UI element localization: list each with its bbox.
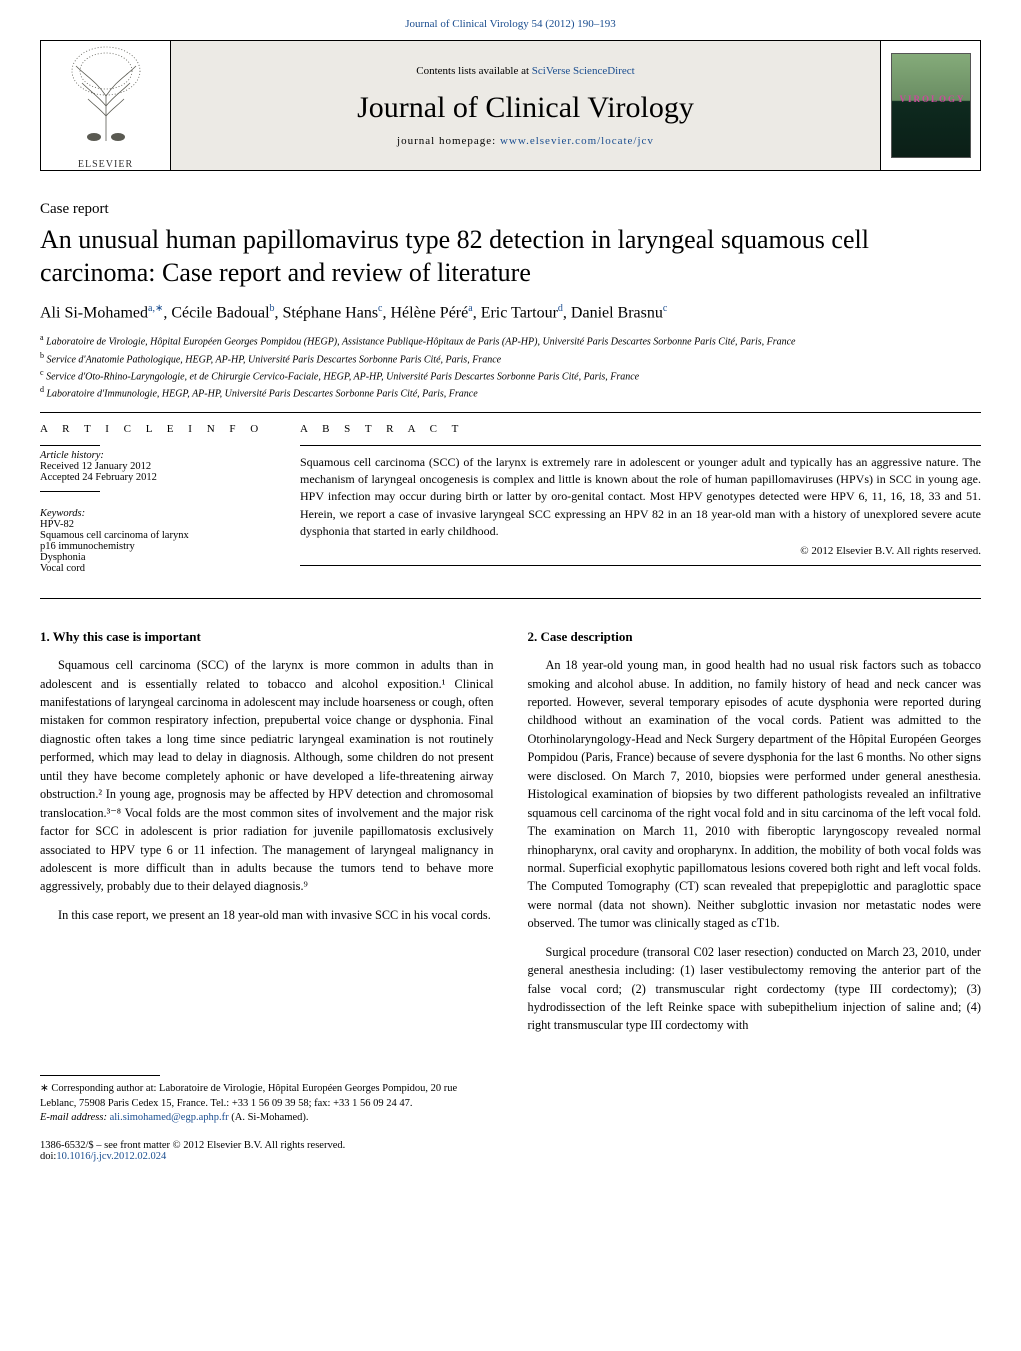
email-label: E-mail address:	[40, 1112, 110, 1123]
left-column: 1. Why this case is important Squamous c…	[40, 627, 494, 1045]
article-info-column: A R T I C L E I N F O Article history: R…	[40, 423, 270, 574]
sciencedirect-link[interactable]: SciVerse ScienceDirect	[532, 65, 635, 77]
citation-link[interactable]: Journal of Clinical Virology 54 (2012) 1…	[405, 18, 616, 30]
email-suffix: (A. Si-Mohamed).	[229, 1112, 309, 1123]
divider	[300, 445, 981, 446]
doi-line: doi:10.1016/j.jcv.2012.02.024	[40, 1151, 981, 1162]
publisher-logo-box: ELSEVIER	[41, 41, 171, 170]
publisher-label: ELSEVIER	[56, 159, 156, 170]
author-affil-sup: a	[468, 303, 472, 314]
footer: 1386-6532/$ – see front matter © 2012 El…	[40, 1140, 981, 1162]
affiliation: a Laboratoire de Virologie, Hôpital Euro…	[40, 332, 981, 349]
history-label: Article history:	[40, 450, 270, 461]
divider	[40, 598, 981, 599]
author-affil-sup: d	[558, 303, 563, 314]
author-affil-sup: a,∗	[148, 303, 163, 314]
section-2-para-1: An 18 year-old young man, in good health…	[528, 656, 982, 933]
email-link[interactable]: ali.simohamed@egp.aphp.fr	[110, 1112, 229, 1123]
abstract-copyright: © 2012 Elsevier B.V. All rights reserved…	[300, 545, 981, 557]
abstract-column: A B S T R A C T Squamous cell carcinoma …	[300, 423, 981, 574]
body-columns: 1. Why this case is important Squamous c…	[40, 627, 981, 1045]
section-1-para-1: Squamous cell carcinoma (SCC) of the lar…	[40, 656, 494, 896]
divider	[40, 412, 981, 413]
journal-name: Journal of Clinical Virology	[357, 91, 694, 125]
section-1-heading: 1. Why this case is important	[40, 627, 494, 647]
journal-cover-icon: VIROLOGY	[891, 53, 971, 158]
author-affil-sup: b	[270, 303, 275, 314]
divider	[300, 565, 981, 566]
doi-prefix: doi:	[40, 1151, 56, 1162]
article-type-label: Case report	[40, 201, 981, 218]
divider	[40, 491, 100, 492]
homepage-link[interactable]: www.elsevier.com/locate/jcv	[500, 135, 654, 147]
contents-prefix: Contents lists available at	[416, 65, 531, 77]
keyword: p16 immunochemistry	[40, 541, 270, 552]
keywords-label: Keywords:	[40, 508, 270, 519]
keyword: HPV-82	[40, 519, 270, 530]
citation-header: Journal of Clinical Virology 54 (2012) 1…	[0, 0, 1021, 40]
author-list: Ali Si-Mohameda,∗, Cécile Badoualb, Stép…	[40, 303, 981, 322]
affiliation: c Service d'Oto-Rhino-Laryngologie, et d…	[40, 367, 981, 384]
affiliation: d Laboratoire d'Immunologie, HEGP, AP-HP…	[40, 384, 981, 401]
keyword: Dysphonia	[40, 552, 270, 563]
author: Hélène Péré	[391, 304, 469, 321]
author: Cécile Badoual	[171, 304, 269, 321]
accepted-date: Accepted 24 February 2012	[40, 472, 270, 483]
article-info-heading: A R T I C L E I N F O	[40, 423, 270, 435]
author: Eric Tartour	[481, 304, 558, 321]
abstract-text: Squamous cell carcinoma (SCC) of the lar…	[300, 454, 981, 541]
footnotes: ∗ Corresponding author at: Laboratoire d…	[40, 1075, 480, 1126]
affiliation-list: a Laboratoire de Virologie, Hôpital Euro…	[40, 332, 981, 401]
author-affil-sup: c	[378, 303, 382, 314]
corresponding-author-note: ∗ Corresponding author at: Laboratoire d…	[40, 1082, 480, 1111]
article-title: An unusual human papillomavirus type 82 …	[40, 224, 981, 289]
keyword: Squamous cell carcinoma of larynx	[40, 530, 270, 541]
homepage-prefix: journal homepage:	[397, 135, 500, 147]
author: Stéphane Hans	[283, 304, 379, 321]
masthead: ELSEVIER Contents lists available at Sci…	[40, 40, 981, 171]
author: Ali Si-Mohamed	[40, 304, 148, 321]
section-2-heading: 2. Case description	[528, 627, 982, 647]
journal-cover-box: VIROLOGY	[880, 41, 980, 170]
affiliation: b Service d'Anatomie Pathologique, HEGP,…	[40, 350, 981, 367]
abstract-heading: A B S T R A C T	[300, 423, 981, 435]
section-2-para-2: Surgical procedure (transoral C02 laser …	[528, 943, 982, 1035]
divider	[40, 1075, 160, 1076]
doi-link[interactable]: 10.1016/j.jcv.2012.02.024	[56, 1151, 166, 1162]
masthead-center: Contents lists available at SciVerse Sci…	[171, 41, 880, 170]
divider	[40, 445, 100, 446]
author: Daniel Brasnu	[571, 304, 663, 321]
author-affil-sup: c	[663, 303, 667, 314]
right-column: 2. Case description An 18 year-old young…	[528, 627, 982, 1045]
keyword: Vocal cord	[40, 563, 270, 574]
received-date: Received 12 January 2012	[40, 461, 270, 472]
section-1-para-2: In this case report, we present an 18 ye…	[40, 906, 494, 924]
homepage-line: journal homepage: www.elsevier.com/locat…	[397, 135, 654, 147]
elsevier-tree-icon: ELSEVIER	[56, 41, 156, 170]
email-line: E-mail address: ali.simohamed@egp.aphp.f…	[40, 1111, 480, 1126]
copyright-line: 1386-6532/$ – see front matter © 2012 El…	[40, 1140, 981, 1151]
contents-line: Contents lists available at SciVerse Sci…	[416, 65, 634, 77]
